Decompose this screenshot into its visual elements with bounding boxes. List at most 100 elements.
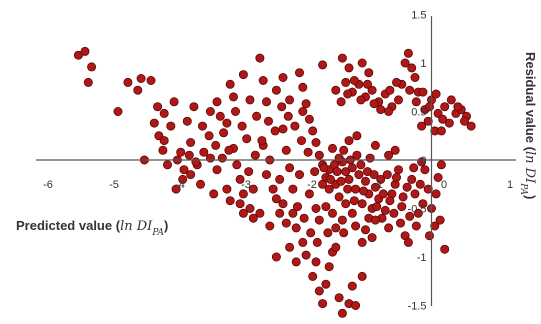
- data-point: [306, 228, 316, 238]
- data-point: [191, 157, 201, 167]
- data-point: [258, 76, 268, 86]
- data-point: [158, 145, 168, 155]
- data-point: [222, 118, 232, 128]
- data-point: [331, 223, 341, 233]
- y-tick-labels: 1.5 1 0.5 0 -0.5 -1 -1.5: [408, 10, 427, 313]
- data-point: [351, 300, 361, 310]
- data-point: [357, 237, 367, 247]
- data-point: [365, 153, 375, 163]
- data-point: [360, 176, 370, 186]
- data-point: [298, 237, 308, 247]
- data-point: [301, 250, 311, 260]
- data-point: [407, 63, 417, 73]
- data-point: [133, 85, 143, 95]
- data-point: [159, 108, 169, 118]
- data-point: [341, 199, 351, 209]
- data-point: [430, 221, 440, 231]
- data-point: [285, 163, 295, 173]
- data-point: [261, 170, 271, 180]
- data-point: [169, 97, 179, 107]
- data-point: [186, 137, 196, 147]
- data-point: [212, 97, 222, 107]
- data-point: [268, 184, 278, 194]
- data-point: [255, 53, 265, 63]
- data-point: [294, 68, 304, 78]
- data-point: [304, 114, 314, 124]
- data-point: [431, 89, 441, 99]
- data-point: [402, 182, 412, 192]
- y-axis-title-math: ln DI: [522, 151, 537, 184]
- data-point: [435, 215, 445, 225]
- data-point: [301, 99, 311, 109]
- data-point: [393, 165, 403, 175]
- data-point: [336, 97, 346, 107]
- data-point: [238, 208, 248, 218]
- data-point: [265, 221, 275, 231]
- data-point: [182, 116, 192, 126]
- data-point: [211, 140, 221, 150]
- data-point: [343, 184, 353, 194]
- data-point: [271, 252, 281, 262]
- data-point: [199, 147, 209, 157]
- x-tick-label: 0: [441, 179, 447, 191]
- data-point: [362, 79, 372, 89]
- y-axis-title-paren-open: (: [523, 147, 538, 152]
- y-tick-label: 1: [420, 58, 426, 70]
- data-point: [466, 121, 476, 131]
- data-point: [341, 77, 351, 87]
- data-point: [367, 85, 377, 95]
- data-point: [232, 160, 242, 170]
- data-point: [189, 102, 199, 112]
- data-point: [290, 121, 300, 131]
- data-point: [444, 118, 454, 128]
- data-point: [339, 228, 349, 238]
- data-point: [385, 196, 395, 206]
- data-point: [327, 143, 337, 153]
- data-point: [418, 199, 428, 209]
- data-point: [389, 208, 399, 218]
- data-point: [440, 244, 450, 254]
- data-point: [314, 286, 324, 296]
- x-tick-labels: -6 -5 -4 -3 -2 -1 0 1: [43, 179, 513, 191]
- data-point: [459, 116, 469, 126]
- data-point: [411, 97, 421, 107]
- y-axis-title: Residual value (ln DIPA): [518, 52, 538, 199]
- data-point: [411, 221, 421, 231]
- data-point: [418, 87, 428, 97]
- data-point: [370, 215, 380, 225]
- data-point: [384, 150, 394, 160]
- data-point: [277, 102, 287, 112]
- data-point: [204, 131, 214, 141]
- data-point: [321, 202, 331, 212]
- data-point: [205, 107, 215, 117]
- data-point: [318, 60, 328, 70]
- data-point: [205, 153, 215, 163]
- data-point: [410, 73, 420, 83]
- data-point: [235, 199, 245, 209]
- data-point: [423, 184, 433, 194]
- data-point: [360, 225, 370, 235]
- data-point: [405, 211, 415, 221]
- data-point: [349, 196, 359, 206]
- x-tick-label: -3: [241, 179, 251, 191]
- data-point: [364, 68, 374, 78]
- data-point: [376, 174, 386, 184]
- data-point: [339, 145, 349, 155]
- data-point: [391, 172, 401, 182]
- data-point: [314, 150, 324, 160]
- data-point: [146, 76, 156, 86]
- data-point: [324, 262, 334, 272]
- data-point: [398, 192, 408, 202]
- x-tick-label: -6: [43, 179, 53, 191]
- data-point: [431, 189, 441, 199]
- data-point: [195, 179, 205, 189]
- y-tick-label: 0.5: [411, 107, 426, 119]
- data-point: [283, 111, 293, 121]
- data-point: [184, 150, 194, 160]
- data-point: [337, 53, 347, 63]
- data-point: [252, 111, 262, 121]
- data-point: [323, 228, 333, 238]
- data-point: [311, 203, 321, 213]
- data-point: [237, 121, 247, 131]
- data-point: [369, 99, 379, 109]
